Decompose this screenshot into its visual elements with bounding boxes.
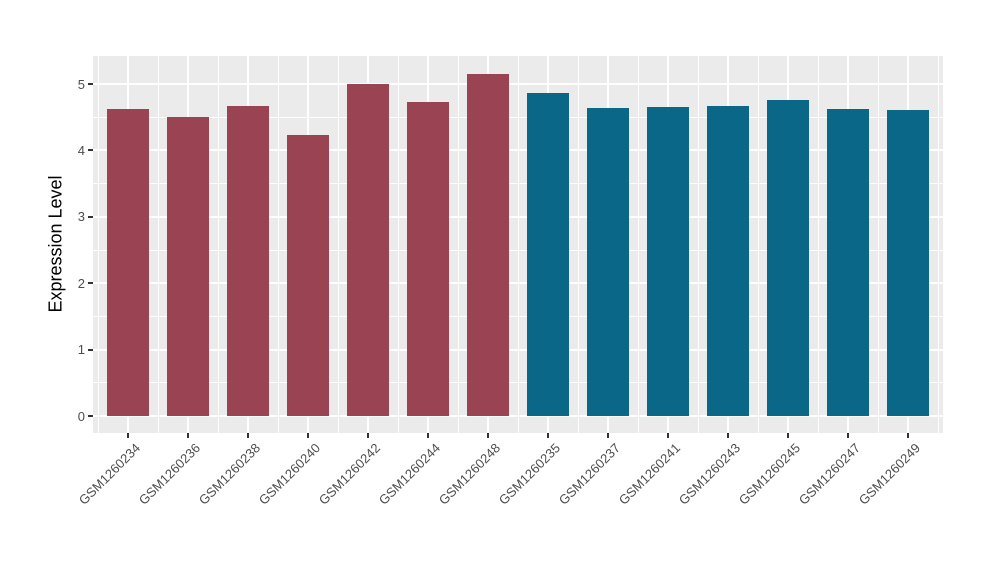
x-tick-mark bbox=[547, 433, 549, 438]
bar-GSM1260241 bbox=[647, 107, 689, 416]
y-tick-label: 4 bbox=[77, 142, 85, 158]
x-tick-mark bbox=[727, 433, 729, 438]
x-tick-label: GSM1260248 bbox=[435, 440, 503, 508]
gridline-minor-v bbox=[877, 56, 879, 433]
y-tick-mark bbox=[88, 149, 93, 152]
y-tick-label: 5 bbox=[77, 76, 85, 92]
y-tick-label: 1 bbox=[77, 342, 85, 358]
y-tick-mark bbox=[88, 415, 93, 417]
bar-GSM1260238 bbox=[227, 105, 269, 416]
x-tick-label: GSM1260235 bbox=[495, 440, 563, 508]
x-tick-mark bbox=[427, 433, 429, 438]
gridline-major-h bbox=[93, 215, 943, 218]
x-tick-mark bbox=[667, 433, 669, 438]
gridline-minor-v bbox=[337, 56, 339, 433]
x-tick-label: GSM1260245 bbox=[735, 440, 803, 508]
y-tick-label: 2 bbox=[77, 275, 85, 291]
y-tick-mark bbox=[88, 83, 93, 85]
x-tick-mark bbox=[787, 433, 789, 438]
y-tick-mark bbox=[88, 282, 93, 285]
gridline-minor-v bbox=[397, 56, 399, 433]
x-tick-mark bbox=[367, 433, 369, 438]
gridline-minor-v bbox=[697, 56, 699, 433]
gridline-major-h bbox=[93, 149, 943, 152]
x-tick-mark bbox=[487, 433, 489, 438]
x-tick-label: GSM1260238 bbox=[195, 440, 263, 508]
x-tick-mark bbox=[247, 433, 249, 438]
gridline-minor-v bbox=[157, 56, 159, 433]
gridline-minor-v bbox=[97, 56, 99, 433]
gridline-minor-v bbox=[217, 56, 219, 433]
gridline-minor-v bbox=[817, 56, 819, 433]
bar-GSM1260245 bbox=[767, 99, 809, 416]
gridline-minor-v bbox=[757, 56, 759, 433]
y-axis-title: Expression Level bbox=[45, 175, 66, 313]
x-tick-mark bbox=[847, 433, 849, 438]
bar-GSM1260240 bbox=[287, 135, 329, 416]
gridline-minor-v bbox=[277, 56, 279, 433]
gridline-major-h bbox=[93, 282, 943, 285]
x-tick-mark bbox=[907, 433, 909, 438]
bar-GSM1260248 bbox=[467, 74, 509, 416]
bar-GSM1260249 bbox=[887, 109, 929, 416]
chart-panel bbox=[93, 56, 943, 433]
x-tick-label: GSM1260234 bbox=[75, 440, 143, 508]
x-tick-mark bbox=[187, 433, 189, 438]
y-tick-mark bbox=[88, 348, 93, 351]
x-tick-label: GSM1260243 bbox=[675, 440, 743, 508]
gridline-minor-v bbox=[637, 56, 639, 433]
x-tick-label: GSM1260240 bbox=[255, 440, 323, 508]
x-tick-mark bbox=[607, 433, 609, 438]
x-tick-label: GSM1260249 bbox=[855, 440, 923, 508]
y-tick-label: 3 bbox=[77, 209, 85, 225]
x-tick-label: GSM1260237 bbox=[555, 440, 623, 508]
bar-GSM1260242 bbox=[347, 84, 389, 416]
bar-GSM1260244 bbox=[407, 101, 449, 416]
gridline-major-h bbox=[93, 348, 943, 351]
x-tick-label: GSM1260244 bbox=[375, 440, 443, 508]
x-tick-label: GSM1260247 bbox=[795, 440, 863, 508]
bar-GSM1260236 bbox=[167, 117, 209, 416]
gridline-minor-v bbox=[457, 56, 459, 433]
gridline-major-h bbox=[93, 415, 943, 417]
gridline-minor-v bbox=[517, 56, 519, 433]
x-tick-mark bbox=[307, 433, 309, 438]
gridline-major-h bbox=[93, 83, 943, 85]
x-tick-label: GSM1260236 bbox=[135, 440, 203, 508]
gridline-minor-v bbox=[577, 56, 579, 433]
gridline-minor-v bbox=[937, 56, 939, 433]
bar-GSM1260234 bbox=[107, 109, 149, 416]
bar-GSM1260243 bbox=[707, 105, 749, 416]
x-tick-label: GSM1260241 bbox=[615, 440, 683, 508]
y-tick-mark bbox=[88, 215, 93, 218]
bar-GSM1260247 bbox=[827, 109, 869, 416]
x-tick-label: GSM1260242 bbox=[315, 440, 383, 508]
bar-GSM1260235 bbox=[527, 92, 569, 416]
x-tick-mark bbox=[127, 433, 129, 438]
y-tick-label: 0 bbox=[77, 408, 85, 424]
bar-GSM1260237 bbox=[587, 107, 629, 416]
